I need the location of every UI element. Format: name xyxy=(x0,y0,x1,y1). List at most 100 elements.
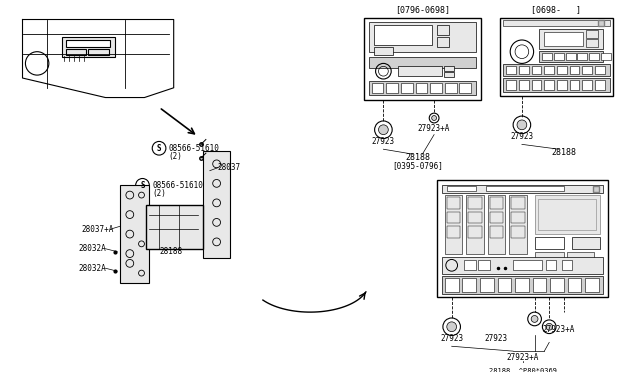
Bar xyxy=(369,57,476,68)
Text: 27923: 27923 xyxy=(372,137,395,146)
Text: 27923: 27923 xyxy=(510,132,534,141)
Bar xyxy=(437,37,449,47)
Bar xyxy=(511,197,525,209)
Bar xyxy=(504,78,610,92)
Text: [0395-0796]: [0395-0796] xyxy=(392,161,443,170)
Bar xyxy=(586,39,598,47)
Bar xyxy=(445,278,458,292)
Bar xyxy=(442,185,603,193)
Bar xyxy=(540,29,603,49)
Bar xyxy=(515,278,529,292)
Bar xyxy=(568,278,581,292)
Bar xyxy=(532,278,547,292)
Bar xyxy=(444,72,454,77)
Bar xyxy=(497,278,511,292)
Bar xyxy=(372,83,383,93)
Bar xyxy=(401,83,413,93)
Bar xyxy=(540,51,603,62)
Text: (2): (2) xyxy=(152,189,166,198)
Bar xyxy=(570,80,579,90)
Bar xyxy=(586,30,598,38)
Text: 27923+A: 27923+A xyxy=(543,325,575,334)
Bar xyxy=(447,226,460,238)
Bar xyxy=(120,185,149,283)
Bar xyxy=(447,197,460,209)
Text: 27923: 27923 xyxy=(440,334,463,343)
Bar xyxy=(490,197,504,209)
Bar xyxy=(467,195,484,254)
Bar xyxy=(447,212,460,223)
Bar xyxy=(595,80,605,90)
Text: 08566-51610: 08566-51610 xyxy=(152,181,203,190)
Bar xyxy=(480,278,493,292)
Bar xyxy=(203,151,230,259)
Bar xyxy=(550,278,564,292)
Text: 27923: 27923 xyxy=(484,334,507,343)
Bar xyxy=(538,199,596,230)
Circle shape xyxy=(378,125,388,135)
Bar xyxy=(442,257,603,274)
Bar xyxy=(519,80,529,90)
Bar xyxy=(468,226,482,238)
Circle shape xyxy=(447,322,456,331)
Bar xyxy=(374,25,432,45)
Circle shape xyxy=(432,116,436,121)
Text: [0698-   ]: [0698- ] xyxy=(531,5,581,14)
Bar xyxy=(557,80,567,90)
Bar xyxy=(369,22,476,52)
Bar xyxy=(534,237,564,249)
Bar xyxy=(369,81,476,94)
Bar xyxy=(387,83,398,93)
Text: 28037: 28037 xyxy=(218,163,241,172)
Bar xyxy=(504,64,610,76)
Bar xyxy=(445,83,456,93)
Bar xyxy=(572,237,600,249)
Bar xyxy=(490,212,504,223)
Bar xyxy=(478,260,490,270)
Bar xyxy=(547,260,556,270)
Bar xyxy=(486,186,564,191)
Bar xyxy=(442,276,603,294)
Bar xyxy=(463,278,476,292)
Bar xyxy=(67,49,86,55)
Bar xyxy=(88,49,109,55)
Bar xyxy=(415,83,428,93)
Bar xyxy=(586,278,599,292)
Bar xyxy=(582,66,592,74)
Bar xyxy=(437,25,449,35)
Bar xyxy=(430,83,442,93)
Text: 28188  ^P80*0369: 28188 ^P80*0369 xyxy=(489,368,557,372)
Bar xyxy=(545,66,554,74)
Bar xyxy=(444,66,454,71)
Bar xyxy=(437,180,608,298)
Bar xyxy=(364,17,481,100)
Bar xyxy=(468,212,482,223)
Bar xyxy=(500,17,612,96)
Bar xyxy=(595,66,605,74)
Circle shape xyxy=(531,315,538,323)
Bar xyxy=(506,80,516,90)
Text: 28188: 28188 xyxy=(159,247,182,256)
Text: 28032A: 28032A xyxy=(78,244,106,253)
Bar xyxy=(557,66,567,74)
Bar xyxy=(567,251,594,262)
Bar xyxy=(562,260,572,270)
Bar xyxy=(67,40,110,47)
Bar xyxy=(577,53,588,61)
Text: (2): (2) xyxy=(169,151,182,161)
Text: 08566-51610: 08566-51610 xyxy=(169,144,220,153)
Text: 28188: 28188 xyxy=(551,148,577,157)
Bar xyxy=(460,83,471,93)
Bar xyxy=(490,226,504,238)
Bar xyxy=(542,53,552,61)
Bar xyxy=(61,37,115,57)
Bar xyxy=(532,66,541,74)
Bar xyxy=(506,66,516,74)
Bar xyxy=(545,80,554,90)
Bar xyxy=(554,53,564,61)
Bar xyxy=(601,53,611,61)
Text: [0796-0698]: [0796-0698] xyxy=(395,5,450,14)
Text: S: S xyxy=(140,181,145,190)
Bar xyxy=(488,195,506,254)
Bar xyxy=(147,205,203,249)
